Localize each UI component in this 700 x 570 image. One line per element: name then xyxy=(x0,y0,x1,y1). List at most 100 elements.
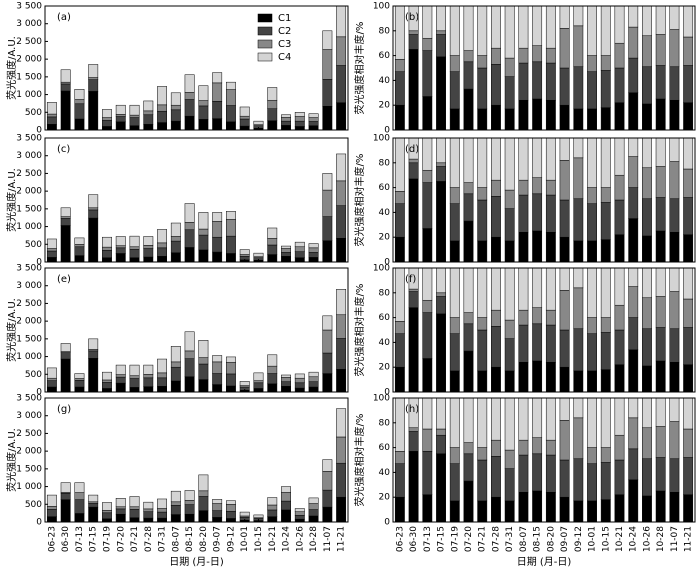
bar-segment xyxy=(655,267,666,297)
y-tick-label: 1 000 xyxy=(16,482,42,492)
bar-segment xyxy=(532,323,543,362)
y-tick-label: 500 xyxy=(25,240,42,250)
bar-segment xyxy=(294,120,305,127)
bar-segment xyxy=(628,218,639,263)
bar-segment xyxy=(336,5,347,38)
y-tick-label: 1 500 xyxy=(16,72,42,82)
bar-segment xyxy=(267,497,278,506)
bar-segment xyxy=(267,504,278,511)
bar-segment xyxy=(46,508,57,517)
x-tick-label: 07-21 xyxy=(478,526,488,552)
bar-segment xyxy=(559,267,570,291)
y-tick-label: 3 500 xyxy=(16,264,42,274)
bar-segment xyxy=(669,361,680,393)
bar-segment xyxy=(449,463,460,502)
bar-segment xyxy=(491,137,501,181)
bar-segment xyxy=(600,369,611,393)
bar-segment xyxy=(336,314,347,339)
y-tick-label: 20 xyxy=(379,233,391,243)
bar-segment xyxy=(212,355,223,363)
bar-segment xyxy=(573,5,584,27)
bar-segment xyxy=(587,137,597,188)
x-tick-label: 08-07 xyxy=(171,526,181,552)
bar-segment xyxy=(449,203,460,242)
y-tick-label: 500 xyxy=(25,370,42,380)
bar-segment xyxy=(170,361,181,368)
bar-segment xyxy=(239,381,250,386)
plot-frame xyxy=(392,267,696,393)
bar-segment xyxy=(628,448,639,481)
bar-segment xyxy=(46,367,57,379)
bar-segment xyxy=(157,110,168,123)
bar-segment xyxy=(491,179,501,197)
bar-segment xyxy=(642,267,652,299)
bar-segment xyxy=(394,104,405,131)
bar-segment xyxy=(669,5,680,30)
bar-segment xyxy=(115,506,126,510)
bar-segment xyxy=(170,346,181,363)
bar-segment xyxy=(294,511,305,516)
bar-segment xyxy=(559,290,570,331)
bar-segment xyxy=(600,462,611,500)
bar-segment xyxy=(559,236,570,263)
bar-segment xyxy=(436,296,446,315)
bar-segment xyxy=(422,397,433,430)
bar-segment xyxy=(157,511,168,519)
bar-segment xyxy=(308,113,319,118)
x-tick-label: 06-30 xyxy=(61,526,71,552)
x-tick-label: 08-07 xyxy=(519,526,529,552)
bar-segment xyxy=(532,437,543,455)
bar-segment xyxy=(129,375,140,379)
bar-segment xyxy=(336,408,347,438)
bar-segment xyxy=(477,5,488,56)
bar-segment xyxy=(198,363,209,380)
y-axis-label: 荧光强度/A.U. xyxy=(5,298,18,362)
x-tick-label: 09-12 xyxy=(574,526,584,552)
bar-segment xyxy=(281,248,291,253)
bar-segment xyxy=(614,364,625,393)
bar-segment xyxy=(477,55,488,69)
bar-segment xyxy=(336,289,347,316)
bar-segment xyxy=(422,182,433,229)
bar-segment xyxy=(281,114,291,118)
bar-segment xyxy=(600,137,611,188)
bar-segment xyxy=(600,5,611,56)
bar-segment xyxy=(642,137,652,169)
bar-segment xyxy=(253,120,264,125)
bar-segment xyxy=(408,158,419,164)
bar-segment xyxy=(491,439,501,457)
bar-segment xyxy=(587,463,597,502)
bar-segment xyxy=(281,245,291,249)
bar-segment xyxy=(225,356,236,363)
bar-segment xyxy=(532,45,543,63)
bar-segment xyxy=(669,161,680,200)
bar-segment xyxy=(491,196,501,238)
y-tick-label: 2 000 xyxy=(16,55,42,65)
bar-segment xyxy=(294,382,305,389)
bar-segment xyxy=(518,309,529,326)
bar-segment xyxy=(600,332,611,370)
plot-frame xyxy=(392,397,696,523)
bar-segment xyxy=(573,157,584,200)
bar-segment xyxy=(545,231,556,263)
y-tick-label: 3 500 xyxy=(16,134,42,144)
bar-segment xyxy=(532,230,543,263)
bar-segment xyxy=(463,323,474,352)
bar-segment xyxy=(394,59,405,72)
bar-segment xyxy=(408,427,419,432)
bar-segment xyxy=(628,5,639,28)
bar-segment xyxy=(308,247,319,253)
bar-segment xyxy=(212,236,223,253)
panel-label: (a) xyxy=(57,12,71,23)
bar-segment xyxy=(60,225,71,263)
bar-segment xyxy=(212,212,223,222)
bar-segment xyxy=(267,108,278,122)
bar-segment xyxy=(322,216,333,241)
bar-segment xyxy=(115,374,126,378)
x-axis-label: 日期 (月-日) xyxy=(169,556,224,568)
x-tick-label: 07-13 xyxy=(75,526,85,552)
bar-segment xyxy=(267,509,278,517)
bar-segment xyxy=(102,379,112,383)
bar-segment xyxy=(184,504,195,515)
bar-segment xyxy=(88,502,99,508)
